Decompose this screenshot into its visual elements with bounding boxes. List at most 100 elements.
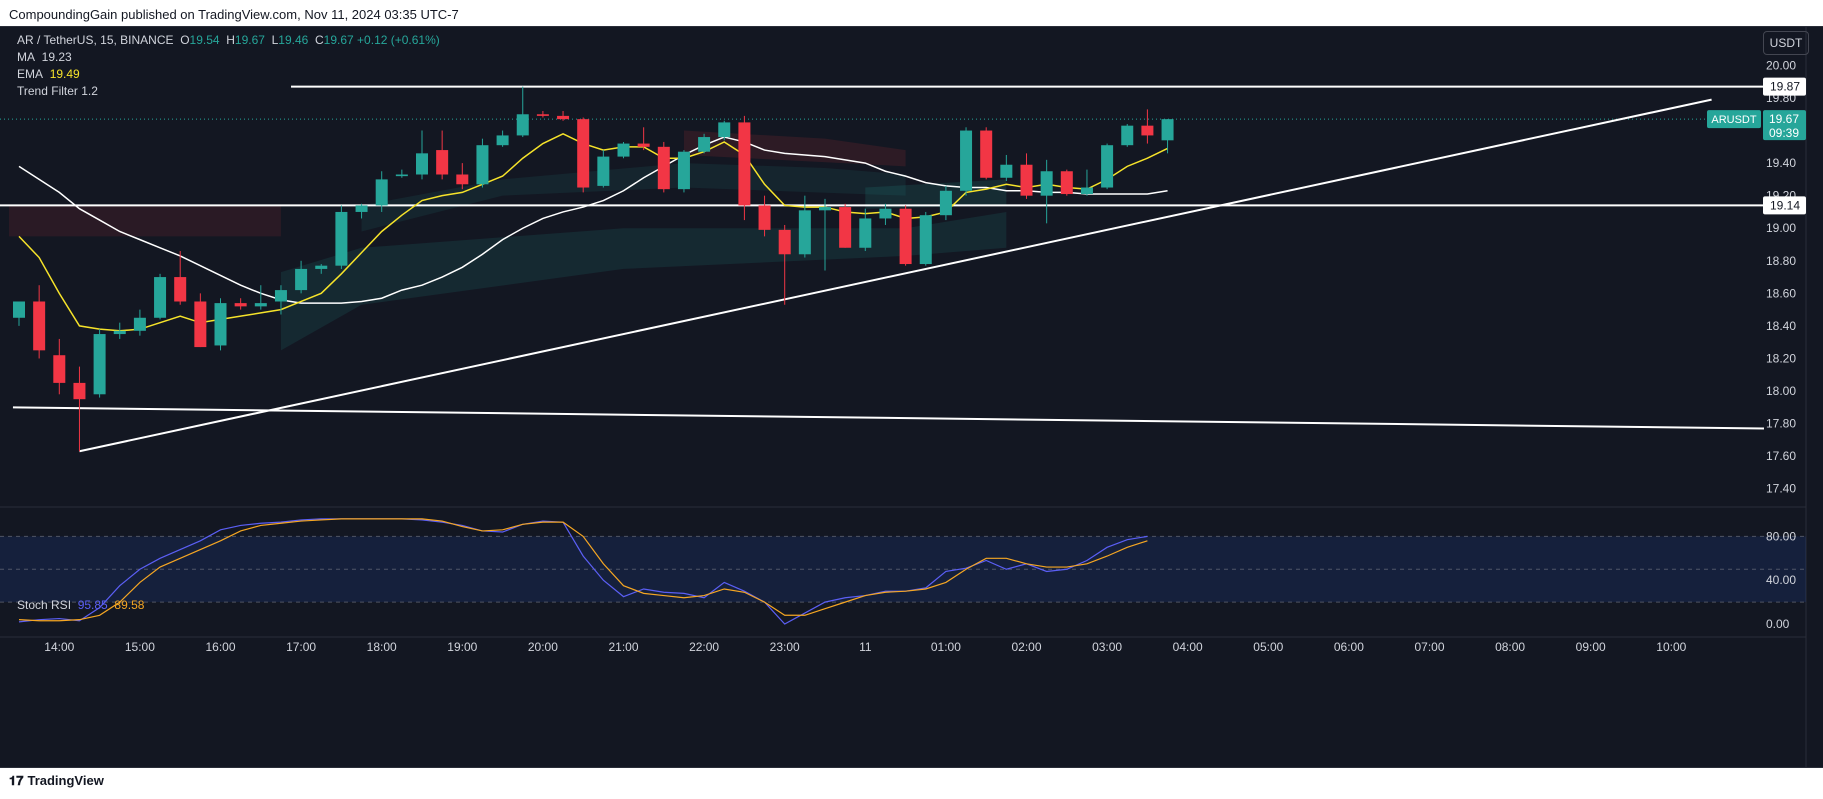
chart-frame[interactable]: 20.0019.8019.6019.4019.2019.0018.8018.60… bbox=[0, 26, 1823, 768]
candle-body bbox=[53, 355, 66, 383]
candle-body bbox=[174, 277, 187, 302]
time-axis-tick-label: 11 bbox=[859, 640, 872, 654]
candle-body bbox=[1000, 164, 1013, 178]
candle-body bbox=[919, 215, 932, 265]
candle-body bbox=[738, 122, 751, 206]
time-axis-tick-label: 03:00 bbox=[1092, 640, 1122, 654]
legend-stoch-d: 89.58 bbox=[114, 598, 145, 612]
candle-body bbox=[295, 268, 308, 291]
time-axis-tick-label: 21:00 bbox=[608, 640, 638, 654]
candle-body bbox=[73, 382, 86, 400]
stoch-axis-tick-label: 40.00 bbox=[1766, 573, 1796, 587]
time-axis-tick-label: 06:00 bbox=[1334, 640, 1364, 654]
time-axis-tick-label: 23:00 bbox=[770, 640, 800, 654]
time-axis-tick-label: 22:00 bbox=[689, 640, 719, 654]
legend-ma-value: 19.23 bbox=[41, 50, 72, 64]
candle-body bbox=[617, 143, 630, 157]
price-axis-tick-label: 19.00 bbox=[1766, 221, 1796, 235]
legend-ma-row[interactable]: MA 19.23 bbox=[17, 50, 72, 64]
horizontal-line-label-box bbox=[1763, 196, 1806, 215]
legend-low: 19.46 bbox=[278, 33, 309, 47]
candle-body bbox=[496, 135, 509, 146]
trend-filter-band bbox=[9, 205, 281, 237]
currency-button[interactable]: USDT bbox=[1763, 31, 1809, 55]
trendline bbox=[79, 98, 1712, 453]
price-axis-tick-label: 18.60 bbox=[1766, 286, 1796, 300]
candle-body bbox=[798, 210, 811, 255]
legend-open-label: O bbox=[180, 33, 190, 47]
candle-body bbox=[819, 207, 831, 211]
legend-trend-filter[interactable]: Trend Filter 1.2 bbox=[17, 84, 98, 98]
price-axis-tick-label: 18.20 bbox=[1766, 351, 1796, 365]
candle-body bbox=[274, 290, 287, 302]
horizontal-line-label: 19.14 bbox=[1770, 198, 1800, 212]
candle-body bbox=[375, 179, 388, 206]
legend-close-label: C bbox=[315, 33, 324, 47]
candle-body bbox=[960, 130, 973, 191]
horizontal-line-label-box bbox=[1763, 77, 1806, 96]
legend-close: 19.67 bbox=[323, 33, 354, 47]
candle-body bbox=[1141, 125, 1154, 136]
candle-body bbox=[254, 303, 267, 307]
candle-body bbox=[1161, 119, 1174, 141]
legend-stoch-row[interactable]: Stoch RSI 95.85 89.58 bbox=[17, 598, 144, 612]
candle-body bbox=[698, 137, 711, 152]
candle-body bbox=[557, 115, 570, 120]
time-axis-tick-label: 09:00 bbox=[1576, 640, 1606, 654]
candle-body bbox=[899, 208, 912, 265]
legend-low-label: L bbox=[271, 33, 279, 47]
trend-filter-band bbox=[361, 163, 906, 232]
price-axis-tick-label: 20.00 bbox=[1766, 58, 1796, 72]
candle-body bbox=[778, 229, 791, 255]
candle-body bbox=[1101, 145, 1114, 188]
ma-line bbox=[18, 136, 1168, 304]
candle-body bbox=[536, 114, 549, 116]
candle-body bbox=[395, 174, 408, 177]
time-axis-tick-label: 14:00 bbox=[44, 640, 74, 654]
candle-body bbox=[677, 151, 690, 190]
tradingview-logo[interactable]: 𝟏𝟕 TradingView bbox=[9, 773, 104, 789]
price-axis-tick-label: 17.80 bbox=[1766, 417, 1796, 431]
stoch-k-line bbox=[18, 518, 1148, 625]
legend-ema-value: 19.49 bbox=[49, 67, 80, 81]
legend-change: +0.12 (+0.61%) bbox=[357, 33, 440, 47]
candle-body bbox=[234, 303, 247, 307]
symbol-label-box bbox=[1707, 110, 1761, 129]
candle-body bbox=[577, 119, 590, 188]
candle-body bbox=[13, 301, 25, 318]
last-price-label: 19.67 bbox=[1769, 112, 1799, 126]
trend-filter-band bbox=[683, 130, 906, 167]
candle-body bbox=[1080, 187, 1093, 195]
time-axis-tick-label: 10:00 bbox=[1656, 640, 1686, 654]
symbol-label: ARUSDT bbox=[1711, 114, 1757, 126]
candle-body bbox=[113, 330, 126, 335]
price-axis-tick-label: 18.80 bbox=[1766, 254, 1796, 268]
price-axis-tick-label: 17.40 bbox=[1766, 482, 1796, 496]
legend-symbol-row: AR / TetherUS, 15, BINANCE O19.54 H19.67… bbox=[17, 33, 440, 47]
countdown-label: 09:39 bbox=[1769, 126, 1799, 140]
time-axis-tick-label: 16:00 bbox=[205, 640, 235, 654]
candle-body bbox=[1020, 164, 1033, 196]
chart-canvas[interactable]: 20.0019.8019.6019.4019.2019.0018.8018.60… bbox=[0, 27, 1823, 767]
horizontal-line-label: 19.87 bbox=[1770, 80, 1800, 94]
candle-body bbox=[657, 146, 670, 190]
last-price-label-box bbox=[1763, 110, 1806, 141]
candle-body bbox=[758, 205, 771, 230]
stoch-axis-tick-label: 0.00 bbox=[1766, 617, 1790, 631]
time-axis-tick-label: 05:00 bbox=[1253, 640, 1283, 654]
candle-body bbox=[133, 317, 146, 331]
time-axis-tick-label: 17:00 bbox=[286, 640, 316, 654]
time-axis-tick-label: 04:00 bbox=[1173, 640, 1203, 654]
candle-body bbox=[456, 174, 469, 185]
legend-stoch-label: Stoch RSI bbox=[17, 598, 72, 612]
candle-body bbox=[436, 150, 449, 175]
candle-body bbox=[335, 211, 348, 266]
time-axis-tick-label: 19:00 bbox=[447, 640, 477, 654]
legend-ema-row[interactable]: EMA 19.49 bbox=[17, 67, 80, 81]
time-axis-tick-label: 01:00 bbox=[931, 640, 961, 654]
time-axis-tick-label: 08:00 bbox=[1495, 640, 1525, 654]
legend-symbol[interactable]: AR / TetherUS, 15, BINANCE bbox=[17, 33, 174, 47]
time-axis-tick-label: 20:00 bbox=[528, 640, 558, 654]
candle-body bbox=[416, 153, 428, 175]
price-axis-tick-label: 18.40 bbox=[1766, 319, 1796, 333]
